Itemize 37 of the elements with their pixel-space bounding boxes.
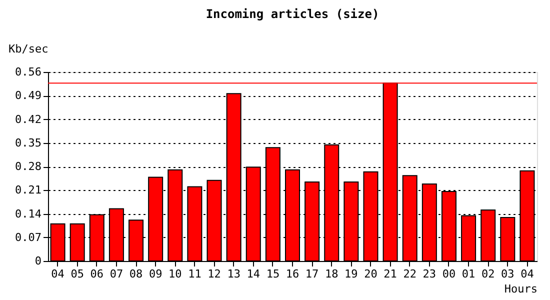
x-tick-label: 10 [168,268,182,280]
chart-title: Incoming articles (size) [206,7,380,21]
x-tick-label: 00 [442,268,456,280]
y-tick-label: 0.35 [15,136,42,150]
x-tick-label: 06 [90,268,104,280]
x-tick-label: 01 [462,268,476,280]
x-tick-label: 04 [51,268,65,280]
y-tick-label: 0.42 [15,112,42,126]
x-tick-label: 08 [129,268,143,280]
x-tick-label: 15 [266,268,280,280]
x-tick-label: 17 [305,268,319,280]
x-tick-label: 09 [148,268,162,280]
y-tick-label: 0.56 [15,66,42,78]
x-tick-label: 02 [481,268,495,280]
x-tick-label: 18 [324,268,338,280]
x-tick-label: 22 [403,268,416,280]
y-tick-label: 0.49 [15,89,42,102]
x-tick-label: 14 [246,268,260,280]
x-tick-label: 04 [520,268,534,280]
x-tick-label: 16 [286,268,300,280]
x-tick-label: 19 [344,268,358,280]
x-tick-label: 21 [384,268,397,280]
x-tick-label: 03 [501,268,514,280]
x-tick-label: 23 [422,268,436,280]
y-tick-label: 0.14 [15,207,42,220]
y-tick-label: 0.21 [15,184,42,197]
x-tick-label: 12 [208,268,221,280]
x-tick-label: 05 [70,268,84,280]
x-tick-label: 07 [110,268,124,280]
x-tick-label: 20 [364,268,378,280]
y-tick-label: 0.28 [15,160,42,173]
y-tick-label: 0.07 [15,230,42,244]
x-tick-label: 11 [188,268,202,280]
y-tick-label: 0 [34,254,42,268]
x-axis-title: Hours [504,282,538,296]
x-tick-label: 13 [227,268,240,280]
y-axis-title: Kb/sec [8,42,48,56]
